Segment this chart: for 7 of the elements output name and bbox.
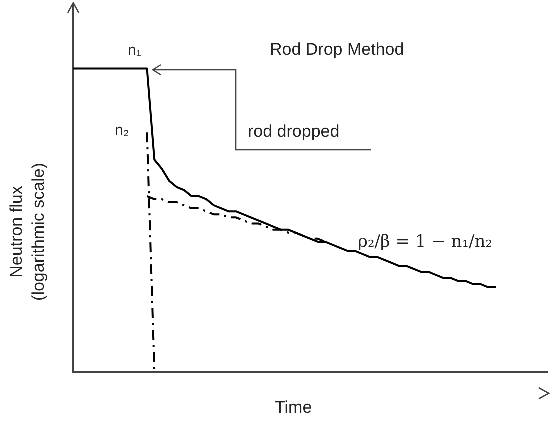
annotation: rod dropped (248, 122, 340, 142)
chart-title: Rod Drop Method (270, 40, 404, 60)
x-axis-title: Time (275, 398, 312, 418)
y-axis-title: Neutron flux (logarithmic scale) (6, 162, 49, 303)
annotation: n₂ (115, 122, 130, 139)
text: n₁ (128, 42, 142, 59)
annotation: ρ₂/β = 1 − n₁/n₂ (358, 232, 493, 252)
